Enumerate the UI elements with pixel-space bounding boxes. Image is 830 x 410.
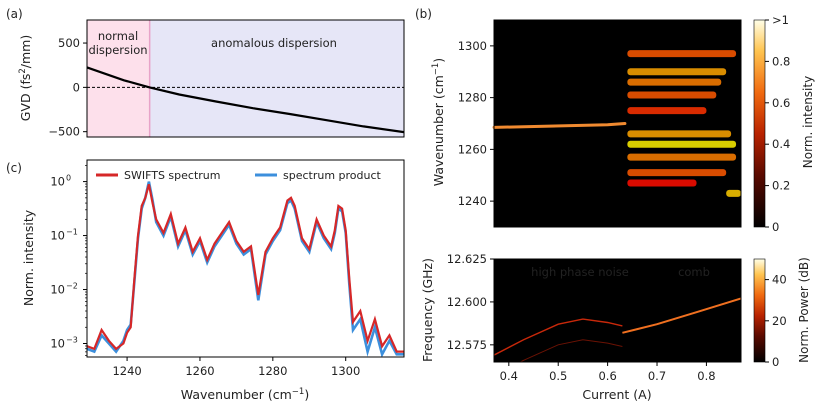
panel-b-bottom-ytick-label: 12.625 bbox=[447, 252, 487, 266]
intensity-colorbar-tick-label: >1 bbox=[772, 13, 789, 27]
panel-c-xtick-label: 1300 bbox=[331, 364, 360, 378]
multimode-emission-band bbox=[627, 78, 722, 86]
panel-c-xtick-label: 1260 bbox=[185, 364, 214, 378]
panel-a-frame bbox=[86, 19, 405, 138]
normal-label-line2: dispersion bbox=[88, 43, 147, 57]
panel-a-ylabel: GVD (fs2/mm) bbox=[18, 35, 33, 122]
panel-c-ytick-exponent: 0 bbox=[66, 174, 71, 183]
gvd-curve bbox=[87, 66, 404, 134]
comb-label: comb bbox=[678, 265, 710, 279]
legend: SWIFTS spectrum spectrum product bbox=[96, 169, 382, 182]
legend-swifts-label: SWIFTS spectrum bbox=[124, 169, 221, 182]
power-colorbar-tick-label: 20 bbox=[772, 314, 787, 328]
multimode-emission-band bbox=[627, 169, 727, 177]
panel-label-b: (b) bbox=[415, 7, 432, 21]
anomalous-dispersion-region bbox=[149, 20, 404, 137]
multimode-emission-band bbox=[627, 179, 697, 187]
panel-c-ytick-exponent: −1 bbox=[66, 228, 78, 237]
high-phase-noise-label: high phase noise bbox=[531, 265, 629, 279]
panel-b-bottom-xtick-label: 0.6 bbox=[598, 369, 616, 383]
multimode-emission-band bbox=[627, 68, 727, 76]
intensity-colorbar bbox=[753, 19, 766, 228]
panel-c-xlabel: Wavenumber (cm−1) bbox=[181, 387, 309, 402]
panel-a-ytick-label: 0 bbox=[73, 80, 80, 94]
panel-b-top-ytick-label: 1240 bbox=[458, 194, 487, 208]
comb-beatnote bbox=[622, 297, 741, 334]
swifts-spectrum-line bbox=[87, 184, 404, 353]
panel-b-bottom-xtick-label: 0.7 bbox=[648, 369, 666, 383]
intensity-colorbar-label: Norm. intensity bbox=[801, 76, 815, 168]
panel-b-bottom-ylabel: Frequency (GHz) bbox=[420, 258, 435, 362]
panel-b-bottom-xtick-label: 0.4 bbox=[500, 369, 518, 383]
panel-c-ytick-exponent: −3 bbox=[66, 336, 78, 345]
panel-label-c: (c) bbox=[6, 161, 22, 175]
panel-b-top: 1240 1260 1280 1300 Wavenumber (cm−1) 0 0.2 0… bbox=[431, 13, 815, 234]
panel-c-ytick-label: 10 bbox=[50, 283, 65, 297]
noise-sideband bbox=[519, 339, 623, 362]
panel-c-ytick-label: 10 bbox=[50, 337, 65, 351]
panel-c-ytick-label: 10 bbox=[50, 175, 65, 189]
multimode-emission-band bbox=[627, 130, 732, 138]
high-phase-noise-beatnote bbox=[494, 318, 623, 356]
anomalous-label: anomalous dispersion bbox=[211, 36, 337, 50]
intensity-colorbar-tick-label: 0.6 bbox=[772, 96, 790, 110]
panel-c-ytick-exponent: −2 bbox=[66, 282, 78, 291]
panel-b-bottom-ytick-label: 12.600 bbox=[447, 295, 487, 309]
panel-label-a: (a) bbox=[6, 7, 23, 21]
panel-b-top-ytick-label: 1260 bbox=[458, 142, 487, 156]
multimode-emission-band bbox=[627, 140, 737, 148]
panel-b-bottom-xlabel: Current (A) bbox=[582, 387, 651, 402]
panel-b-bottom-frame bbox=[493, 258, 742, 363]
panel-b-top-ytick-label: 1300 bbox=[458, 39, 487, 53]
panel-c-xtick-label: 1240 bbox=[112, 364, 141, 378]
power-colorbar bbox=[753, 258, 766, 363]
multimode-emission-band bbox=[627, 153, 737, 161]
panel-b-bottom: high phase noise comb 12.575 12.600 12.625… bbox=[420, 252, 811, 402]
panel-b-bottom-ytick-label: 12.575 bbox=[447, 338, 487, 352]
multimode-emission-band bbox=[627, 107, 707, 115]
panel-b-top-ylabel: Wavenumber (cm−1) bbox=[431, 58, 446, 186]
single-mode-emission-line bbox=[492, 122, 627, 129]
multimode-emission-band bbox=[627, 91, 717, 99]
intensity-colorbar-tick-label: 0.8 bbox=[772, 54, 790, 68]
intensity-colorbar-tick-label: 0 bbox=[772, 220, 779, 234]
panel-a-ytick-label: 500 bbox=[58, 36, 80, 50]
panel-a: normal dispersion anomalous dispersion −… bbox=[18, 19, 405, 139]
power-colorbar-label: Norm. Power (dB) bbox=[797, 257, 811, 363]
normal-label-line1: normal bbox=[98, 29, 138, 43]
panel-c-ylabel: Norm. intensity bbox=[21, 209, 36, 306]
legend-product-label: spectrum product bbox=[283, 169, 382, 182]
intensity-colorbar-tick-label: 0.2 bbox=[772, 179, 790, 193]
panel-b-top-frame bbox=[493, 19, 742, 228]
panel-a-ytick-label: −500 bbox=[48, 125, 80, 139]
power-colorbar-tick-label: 40 bbox=[772, 273, 787, 287]
multimode-emission-band bbox=[726, 189, 741, 197]
intensity-colorbar-tick-label: 0.4 bbox=[772, 137, 790, 151]
multimode-emission-band bbox=[627, 50, 737, 58]
panel-c-ytick-label: 10 bbox=[50, 229, 65, 243]
panel-c-xtick-label: 1280 bbox=[258, 364, 287, 378]
panel-c-frame bbox=[86, 159, 405, 358]
panel-b-bottom-xtick-label: 0.8 bbox=[697, 369, 715, 383]
power-colorbar-tick-label: 0 bbox=[772, 355, 779, 369]
panel-b-bottom-xtick-label: 0.5 bbox=[549, 369, 567, 383]
panel-b-top-ytick-label: 1280 bbox=[458, 91, 487, 105]
